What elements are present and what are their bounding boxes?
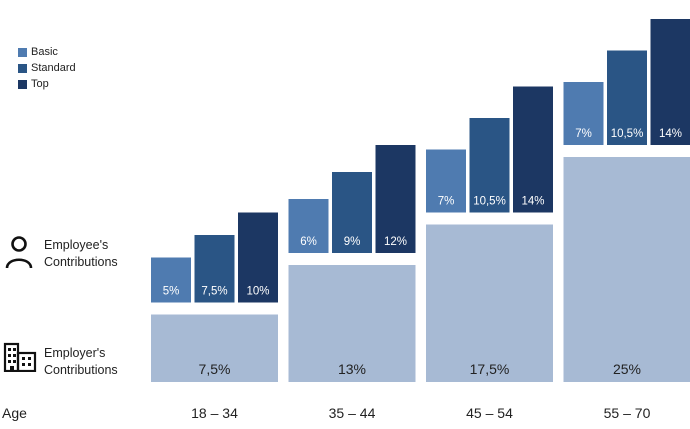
employee-label-line2: Contributions (44, 255, 118, 269)
legend-swatch-top (18, 79, 27, 89)
bar-top-4 (650, 19, 690, 145)
data-label-employer-4: 25% (613, 361, 641, 377)
employer-label-line1: Employer's (44, 346, 106, 360)
employer-contributions-label: Employer's Contributions (44, 345, 118, 379)
bar-employer-4 (563, 157, 690, 382)
legend-label-top: Top (31, 78, 49, 90)
legend-item-basic: Basic (18, 44, 76, 60)
data-label-basic-1: 5% (163, 286, 180, 298)
employer-label-line2: Contributions (44, 363, 118, 377)
data-label-basic-2: 6% (300, 236, 317, 248)
legend-swatch-standard (18, 63, 27, 73)
legend: Basic Standard Top (18, 44, 76, 92)
data-label-top-1: 10% (246, 286, 269, 298)
data-label-employer-3: 17,5% (470, 361, 510, 377)
bar-top-2 (375, 145, 416, 253)
legend-label-standard: Standard (31, 62, 76, 74)
data-label-top-3: 14% (521, 196, 544, 208)
bar-employer-1 (151, 314, 278, 382)
bar-basic-3 (426, 149, 466, 213)
data-label-standard-3: 10,5% (473, 196, 506, 208)
data-label-basic-4: 7% (575, 128, 592, 140)
bar-top-3 (513, 86, 553, 213)
x-tick-label-1: 18 – 34 (191, 405, 238, 421)
office-building-icon (3, 342, 37, 377)
bar-basic-1 (151, 257, 191, 303)
data-label-standard-4: 10,5% (611, 128, 644, 140)
legend-label-basic: Basic (31, 46, 58, 58)
bar-top-1 (238, 212, 278, 303)
bar-standard-3 (469, 118, 510, 213)
x-tick-label-3: 45 – 54 (466, 405, 513, 421)
bar-employer-3 (426, 224, 553, 382)
data-label-basic-3: 7% (438, 196, 455, 208)
data-label-top-4: 14% (659, 128, 682, 140)
employee-contributions-label: Employee's Contributions (44, 237, 118, 271)
legend-item-standard: Standard (18, 60, 76, 76)
data-label-standard-2: 9% (344, 236, 361, 248)
legend-item-top: Top (18, 76, 76, 92)
bar-standard-2 (332, 172, 372, 253)
x-axis-label: Age (2, 405, 27, 421)
person-icon (4, 235, 34, 274)
data-label-employer-2: 13% (338, 361, 366, 377)
bar-basic-2 (288, 199, 329, 253)
legend-swatch-basic (18, 47, 27, 57)
data-label-top-2: 12% (384, 236, 407, 248)
bar-basic-4 (563, 82, 604, 145)
data-label-employer-1: 7,5% (199, 361, 231, 377)
employee-label-line1: Employee's (44, 238, 109, 252)
bar-standard-4 (607, 50, 647, 145)
bar-employer-2 (288, 265, 416, 382)
data-label-standard-1: 7,5% (201, 286, 227, 298)
x-tick-label-2: 35 – 44 (329, 405, 376, 421)
bar-standard-1 (194, 235, 235, 303)
x-tick-label-4: 55 – 70 (604, 405, 651, 421)
